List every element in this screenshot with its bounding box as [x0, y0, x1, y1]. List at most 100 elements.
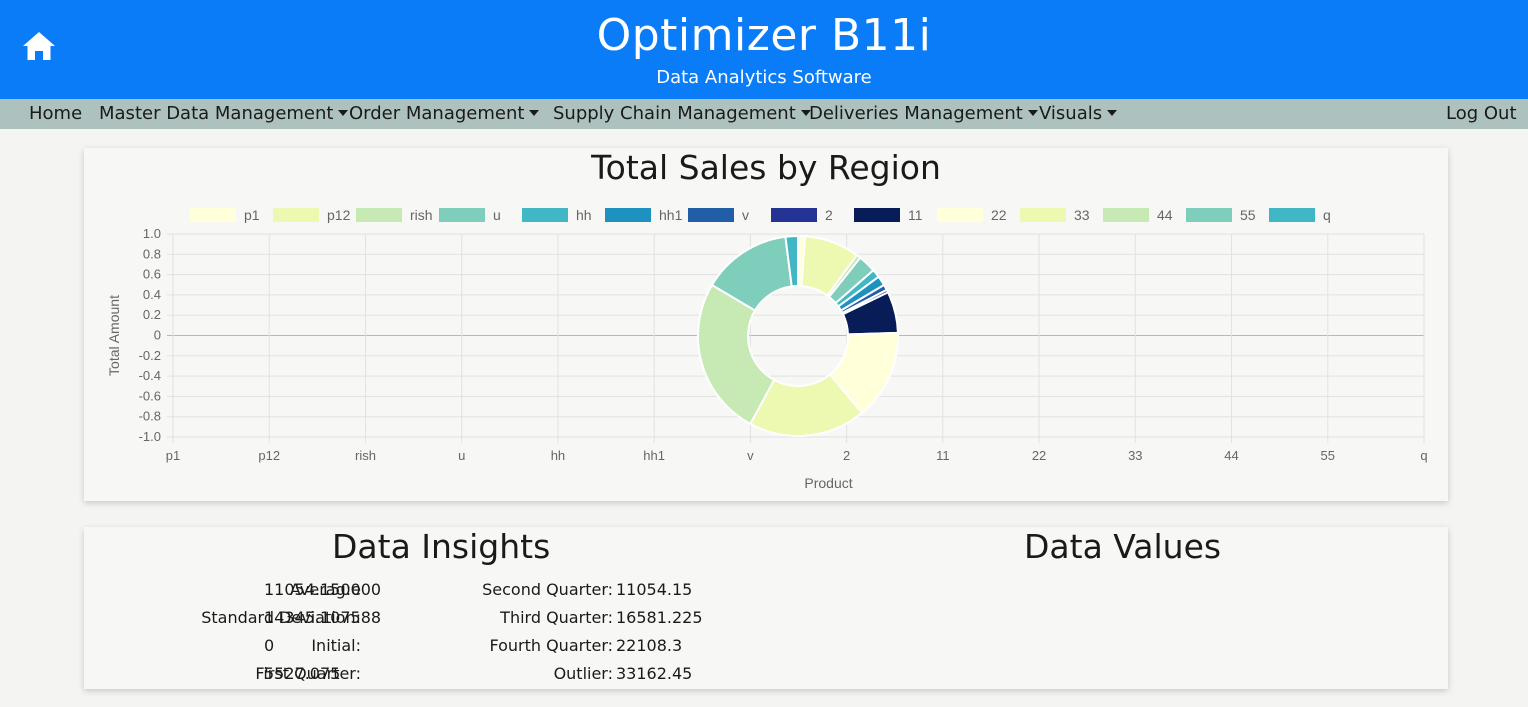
chart-title: Total Sales by Region	[591, 148, 941, 187]
caret-down-icon	[338, 110, 349, 116]
y-tick-label: -1.0	[139, 429, 161, 444]
legend-label: hh1	[659, 207, 683, 223]
caret-down-icon	[529, 110, 540, 116]
y-tick-label: 0.6	[143, 267, 161, 282]
nav-home-label: Home	[29, 103, 83, 124]
legend-swatch	[605, 208, 651, 222]
nav-orders-dropdown[interactable]: Order Management	[349, 103, 540, 124]
stat-outlier-value: 33162.45	[616, 664, 693, 683]
x-tick-label: v	[747, 448, 754, 463]
stat-q3-value: 16581.225	[616, 608, 703, 627]
nav-visuals-label: Visuals	[1039, 103, 1103, 124]
stat-q3-label: Third Quarter:	[500, 608, 613, 627]
legend-label: rish	[410, 207, 433, 223]
stat-q1-value: 5527.075	[264, 664, 341, 683]
caret-down-icon	[1027, 110, 1038, 116]
x-tick-label: rish	[355, 448, 376, 463]
legend-swatch	[1103, 208, 1149, 222]
legend-label: 2	[825, 207, 833, 223]
x-tick-label: 55	[1321, 448, 1335, 463]
y-axis-title: Total Amount	[106, 295, 122, 376]
legend-label: 55	[1240, 207, 1256, 223]
y-tick-label: -0.2	[139, 348, 161, 363]
y-tick-label: -0.8	[139, 409, 161, 424]
main-navbar: Home Master Data Management Order Manage…	[0, 99, 1528, 129]
caret-down-icon	[1107, 110, 1118, 116]
values-title: Data Values	[1024, 527, 1222, 566]
nav-orders-label: Order Management	[349, 103, 525, 124]
x-tick-label: 33	[1128, 448, 1142, 463]
legend-swatch	[1186, 208, 1232, 222]
x-tick-label: 44	[1224, 448, 1238, 463]
legend-label: p1	[244, 207, 260, 223]
legend-swatch	[439, 208, 485, 222]
legend-label: u	[493, 207, 501, 223]
legend-swatch	[1269, 208, 1315, 222]
doughnut-slice-44	[697, 283, 776, 426]
x-tick-label: 2	[843, 448, 850, 463]
nav-deliveries-label: Deliveries Management	[809, 103, 1023, 124]
stat-initial-label: Initial:	[311, 636, 361, 655]
nav-visuals-dropdown[interactable]: Visuals	[1039, 103, 1118, 124]
x-tick-label: 11	[936, 448, 950, 463]
y-tick-label: 1.0	[143, 226, 161, 241]
app-title: Optimizer B11i	[596, 10, 932, 61]
stat-std-label: Standard Deviation:	[201, 608, 361, 627]
nav-supply-chain-dropdown[interactable]: Supply Chain Management	[553, 103, 811, 124]
logout-link[interactable]: Log Out	[1446, 103, 1517, 124]
legend-swatch	[190, 208, 236, 222]
caret-down-icon	[800, 110, 811, 116]
insights-card: Data Insights Data Values Averag:e 11054…	[84, 527, 1448, 689]
logout-label: Log Out	[1446, 103, 1517, 124]
stat-average: Averag:e 11054.150000	[84, 579, 1448, 601]
stat-outlier-label: Outlier:	[553, 664, 613, 683]
legend-label: p12	[327, 207, 351, 223]
stat-q1: First Quarter: 5527.075	[84, 663, 1448, 685]
x-tick-label: p1	[166, 448, 180, 463]
legend-swatch	[273, 208, 319, 222]
x-axis-title: Product	[804, 475, 852, 491]
stat-q4: Fourth Quarter: 22108.3	[84, 635, 1448, 657]
stat-q2-label: Second Quarter:	[482, 580, 613, 599]
y-tick-label: 0	[154, 328, 161, 343]
nav-deliveries-dropdown[interactable]: Deliveries Management	[809, 103, 1038, 124]
stat-q4-value: 22108.3	[616, 636, 683, 655]
stat-q1-label: First Quarter:	[255, 664, 361, 683]
legend-swatch	[688, 208, 734, 222]
x-tick-label: hh1	[643, 448, 665, 463]
legend-swatch	[937, 208, 983, 222]
legend-swatch	[854, 208, 900, 222]
chart-card: Total Sales by Region 1.0 0.8 0.6 0.4 0.2 0 -0…	[84, 148, 1448, 501]
stat-average-value: 11054.150000	[264, 580, 382, 599]
nav-supply-chain-label: Supply Chain Management	[553, 103, 796, 124]
y-tick-label: 0.8	[143, 246, 161, 261]
app-header: Optimizer B11i Data Analytics Software	[0, 0, 1528, 99]
y-tick-label: 0.4	[143, 287, 161, 302]
stat-average-label: Averag:e	[289, 580, 361, 599]
x-tick-label: hh	[551, 448, 565, 463]
stat-outlier: Outlier: 33162.45	[84, 663, 1448, 685]
home-icon[interactable]	[22, 30, 56, 62]
stat-q2: Second Quarter: 11054.15	[84, 579, 1448, 601]
nav-home[interactable]: Home	[29, 103, 82, 124]
x-tick-label: p12	[258, 448, 280, 463]
stat-q3: Third Quarter: 16581.225	[84, 607, 1448, 629]
stat-q2-value: 11054.15	[616, 580, 693, 599]
nav-master-data-label: Master Data Management	[99, 103, 334, 124]
nav-master-data-dropdown[interactable]: Master Data Management	[99, 103, 349, 124]
legend-label: q	[1323, 207, 1331, 223]
stat-std-value: 14345.107588	[264, 608, 382, 627]
y-tick-label: 0.2	[143, 307, 161, 322]
app-subtitle: Data Analytics Software	[656, 67, 872, 88]
stat-initial: Initial: 0	[84, 635, 1448, 657]
legend-label: 11	[908, 207, 923, 223]
legend-swatch	[1020, 208, 1066, 222]
stat-std: Standard Deviation: 14345.107588	[84, 607, 1448, 629]
legend-label: 33	[1074, 207, 1090, 223]
stat-q4-label: Fourth Quarter:	[489, 636, 613, 655]
x-tick-label: u	[458, 448, 465, 463]
insights-title: Data Insights	[332, 527, 551, 566]
legend-label: 22	[991, 207, 1007, 223]
x-tick-label: q	[1420, 448, 1427, 463]
x-tick-label: 22	[1032, 448, 1046, 463]
